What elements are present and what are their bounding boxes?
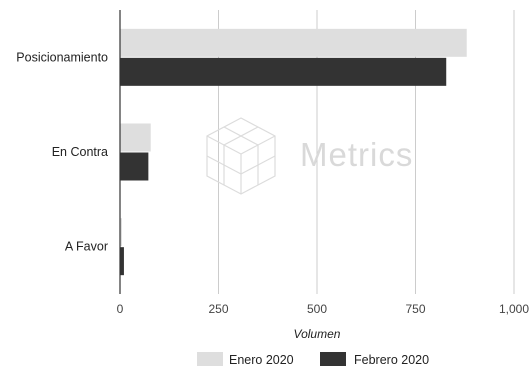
watermark-text: Metrics [300, 136, 413, 173]
bars [120, 28, 467, 276]
category-labels: Posicionamiento En Contra A Favor [16, 50, 108, 253]
legend: Enero 2020 Febrero 2020 [197, 352, 429, 367]
x-tick-labels: 0 250 500 750 1,000 [117, 302, 530, 316]
category-label: En Contra [52, 145, 108, 159]
legend-swatch [320, 352, 346, 366]
bar-enero-2020-en-contra [120, 123, 151, 152]
x-axis-title: Volumen [294, 327, 341, 341]
legend-label: Enero 2020 [229, 353, 294, 367]
x-tick-label: 1,000 [499, 302, 529, 316]
x-tick-label: 500 [307, 302, 327, 316]
bar-enero-2020-posicionamiento [120, 28, 467, 57]
legend-label: Febrero 2020 [354, 353, 429, 367]
gridlines [218, 10, 515, 294]
x-tick-label: 250 [208, 302, 228, 316]
legend-swatch [197, 352, 223, 366]
category-label: A Favor [65, 240, 108, 254]
x-tick-label: 750 [405, 302, 425, 316]
bar-febrero-2020-a-favor [120, 247, 124, 276]
category-label: Posicionamiento [16, 50, 108, 64]
x-tick-label: 0 [117, 302, 124, 316]
bar-febrero-2020-en-contra [120, 152, 149, 181]
watermark: Metrics [206, 117, 413, 195]
bar-febrero-2020-posicionamiento [120, 57, 447, 86]
watermark-cube-icon [206, 117, 276, 195]
bar-enero-2020-a-favor [120, 218, 122, 247]
